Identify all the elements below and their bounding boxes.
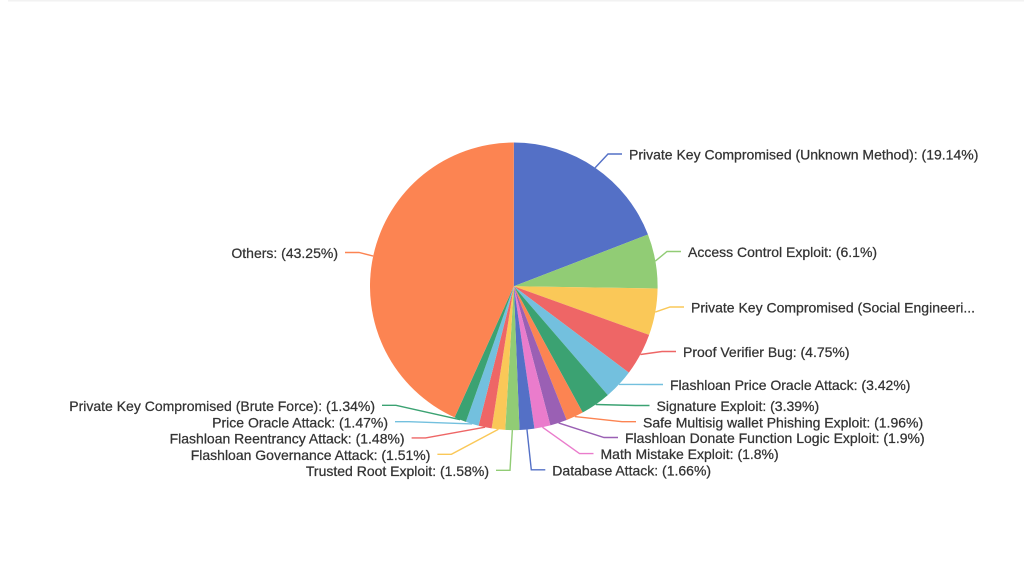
svg-text:Signature Exploit: (3.39%): Signature Exploit: (3.39%) — [657, 398, 820, 414]
svg-text:Others: (43.25%): Others: (43.25%) — [231, 245, 338, 261]
svg-text:Price Oracle Attack: (1.47%): Price Oracle Attack: (1.47%) — [212, 414, 388, 430]
svg-text:Flashloan Donate Function Logi: Flashloan Donate Function Logic Exploit:… — [625, 430, 925, 446]
svg-text:Private Key Compromised (Brute: Private Key Compromised (Brute Force): (… — [69, 398, 375, 414]
svg-text:Private Key Compromised (Socia: Private Key Compromised (Social Engineer… — [691, 300, 975, 316]
svg-text:Flashloan Governance Attack: (: Flashloan Governance Attack: (1.51%) — [191, 447, 431, 463]
svg-text:Private Key Compromised (Unkno: Private Key Compromised (Unknown Method)… — [629, 147, 978, 163]
svg-text:Proof Verifier Bug: (4.75%): Proof Verifier Bug: (4.75%) — [683, 344, 850, 360]
svg-text:Trusted Root Exploit: (1.58%): Trusted Root Exploit: (1.58%) — [306, 463, 489, 479]
svg-text:Math Mistake Exploit: (1.8%): Math Mistake Exploit: (1.8%) — [601, 446, 779, 462]
svg-text:Access Control Exploit: (6.1%): Access Control Exploit: (6.1%) — [688, 244, 877, 260]
svg-text:Flashloan Reentrancy Attack: (: Flashloan Reentrancy Attack: (1.48%) — [170, 430, 405, 446]
svg-text:Flashloan Price Oracle Attack:: Flashloan Price Oracle Attack: (3.42%) — [670, 377, 910, 393]
svg-text:Database Attack: (1.66%): Database Attack: (1.66%) — [552, 462, 711, 478]
svg-text:Safe Multisig wallet Phishing: Safe Multisig wallet Phishing Exploit: (… — [643, 414, 923, 430]
